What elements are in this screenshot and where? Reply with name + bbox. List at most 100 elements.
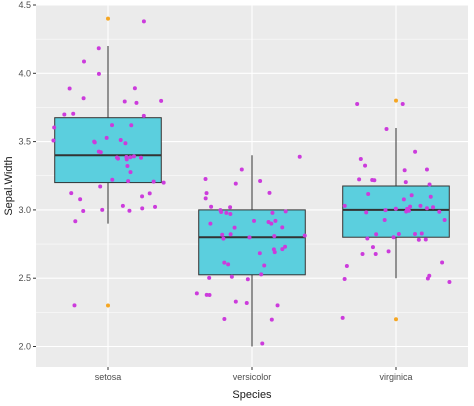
data-point bbox=[270, 210, 275, 215]
data-point bbox=[431, 205, 436, 210]
data-point bbox=[408, 204, 413, 209]
data-point bbox=[141, 19, 146, 24]
data-point bbox=[203, 196, 208, 201]
data-point bbox=[384, 126, 389, 131]
data-point bbox=[139, 155, 144, 160]
data-point bbox=[222, 316, 227, 321]
data-point bbox=[342, 203, 347, 208]
data-point bbox=[366, 191, 371, 196]
outlier-point bbox=[394, 317, 398, 322]
data-point bbox=[386, 249, 391, 254]
data-point bbox=[232, 225, 237, 230]
data-point bbox=[419, 231, 424, 236]
box-virginica bbox=[342, 185, 450, 238]
data-point bbox=[140, 206, 145, 211]
data-point bbox=[96, 46, 101, 51]
data-point bbox=[81, 208, 86, 213]
data-point bbox=[423, 237, 428, 242]
data-point bbox=[140, 194, 145, 199]
data-point bbox=[204, 292, 209, 297]
y-tick-label: 4.5 bbox=[18, 0, 31, 10]
data-point bbox=[252, 218, 257, 223]
jitter-points bbox=[51, 19, 452, 346]
data-point bbox=[69, 191, 74, 196]
data-point bbox=[204, 191, 209, 196]
data-point bbox=[226, 262, 231, 267]
y-axis-title: Sepal.Width bbox=[3, 156, 15, 215]
data-point bbox=[401, 197, 406, 202]
data-point bbox=[125, 163, 130, 168]
data-point bbox=[132, 86, 137, 91]
data-point bbox=[141, 113, 146, 118]
data-point bbox=[222, 260, 227, 265]
data-point bbox=[219, 209, 224, 214]
data-point bbox=[373, 252, 378, 257]
data-point bbox=[418, 203, 423, 208]
data-point bbox=[344, 263, 349, 268]
data-point bbox=[437, 209, 442, 214]
data-point bbox=[124, 154, 129, 159]
outlier-point bbox=[394, 98, 398, 103]
data-point bbox=[273, 218, 278, 223]
y-tick-label: 3.0 bbox=[18, 205, 31, 215]
data-point bbox=[374, 232, 379, 237]
data-point bbox=[447, 280, 452, 285]
data-point bbox=[129, 123, 134, 128]
data-point bbox=[72, 303, 77, 308]
y-tick-labels: 2.0 2.5 3.0 3.5 4.0 4.5 bbox=[18, 0, 36, 352]
data-point bbox=[396, 232, 401, 237]
outlier-points bbox=[106, 16, 398, 322]
data-point bbox=[131, 154, 136, 159]
data-point bbox=[153, 204, 158, 209]
data-point bbox=[98, 184, 103, 189]
data-point bbox=[96, 149, 101, 154]
data-point bbox=[413, 149, 418, 154]
data-point bbox=[123, 141, 128, 146]
data-point bbox=[262, 263, 267, 268]
outlier-point bbox=[106, 16, 110, 21]
data-point bbox=[383, 208, 388, 213]
data-point bbox=[409, 193, 414, 198]
data-point bbox=[259, 272, 264, 277]
data-point bbox=[194, 291, 199, 296]
x-tick-label: setosa bbox=[95, 372, 122, 382]
data-point bbox=[233, 181, 238, 186]
data-point bbox=[342, 276, 347, 281]
data-point bbox=[228, 211, 233, 216]
data-point bbox=[244, 301, 249, 306]
data-point bbox=[267, 190, 272, 195]
boxes bbox=[54, 117, 450, 276]
data-point bbox=[370, 177, 375, 182]
data-point bbox=[203, 177, 208, 182]
data-point bbox=[228, 232, 233, 237]
data-point bbox=[116, 156, 121, 161]
data-point bbox=[81, 96, 86, 101]
y-tick-label: 4.0 bbox=[18, 68, 31, 78]
data-point bbox=[280, 247, 285, 252]
data-point bbox=[272, 234, 277, 239]
box-versicolor bbox=[198, 209, 306, 276]
x-tick-label: versicolor bbox=[233, 372, 272, 382]
data-point bbox=[440, 260, 445, 265]
data-point bbox=[134, 100, 139, 105]
data-point bbox=[365, 236, 370, 241]
data-point bbox=[52, 125, 57, 130]
data-point bbox=[283, 209, 288, 214]
data-point bbox=[247, 235, 252, 240]
data-point bbox=[67, 86, 72, 91]
data-point bbox=[405, 206, 410, 211]
whiskers bbox=[107, 45, 397, 347]
data-point bbox=[400, 102, 405, 107]
data-point bbox=[128, 155, 133, 160]
data-point bbox=[416, 237, 421, 242]
box-setosa bbox=[54, 117, 162, 184]
data-point bbox=[360, 251, 365, 256]
data-point bbox=[229, 274, 234, 279]
data-point bbox=[258, 179, 263, 184]
x-axis-title: Species bbox=[232, 389, 272, 401]
data-point bbox=[245, 277, 250, 282]
data-point bbox=[275, 303, 280, 308]
data-point bbox=[283, 244, 288, 249]
data-point bbox=[151, 179, 156, 184]
